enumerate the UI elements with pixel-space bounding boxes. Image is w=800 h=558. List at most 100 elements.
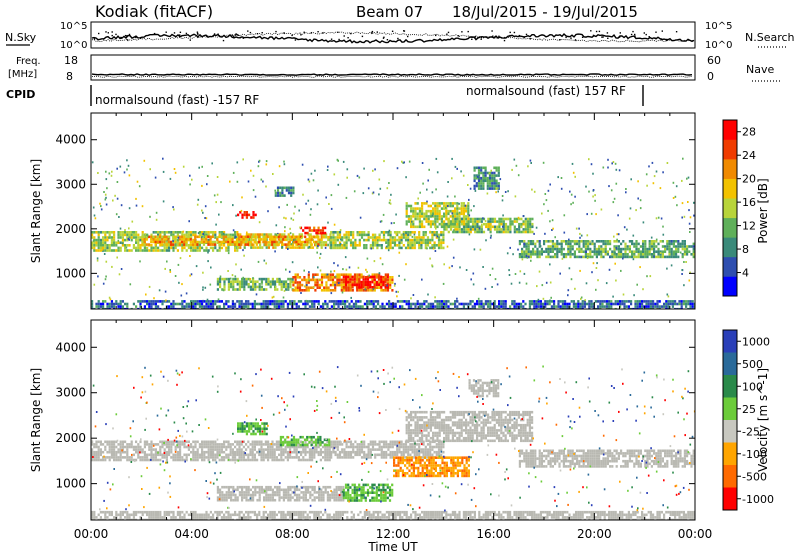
velocity-cell (98, 441, 100, 444)
power-speckle (633, 235, 635, 237)
power-cell (373, 303, 375, 306)
power-cell (666, 240, 668, 243)
power-cell (106, 244, 108, 247)
power-cell (684, 250, 686, 253)
power-cell (498, 218, 500, 221)
power-cell (418, 236, 420, 239)
power-cell (137, 234, 139, 237)
velocity-cell (181, 443, 183, 446)
power-cell (269, 238, 271, 241)
power-cell (321, 279, 323, 282)
power-cell (157, 305, 159, 308)
power-speckle (155, 177, 157, 179)
power-cell (387, 239, 389, 242)
power-cell (585, 248, 587, 251)
power-cell (387, 278, 389, 281)
velocity-cell (363, 454, 365, 457)
power-cell (487, 220, 489, 223)
power-cell (168, 249, 170, 252)
power-cell (282, 243, 284, 246)
power-cell (161, 241, 163, 244)
power-speckle (485, 220, 487, 222)
power-cell (443, 300, 445, 303)
power-cell (212, 300, 214, 303)
power-cell (490, 220, 492, 223)
power-cell (623, 303, 625, 306)
power-cell (313, 241, 315, 244)
power-cell (651, 243, 653, 246)
power-cell (677, 256, 679, 259)
power-cell (675, 253, 677, 256)
power-speckle (518, 217, 520, 219)
velocity-cell (183, 454, 185, 457)
velocity-cell (263, 456, 265, 459)
power-cell (146, 247, 148, 250)
velocity-cell (249, 443, 251, 446)
power-cell (686, 250, 688, 253)
power-cell (500, 300, 502, 303)
power-speckle (320, 270, 322, 272)
power-speckle (477, 176, 479, 178)
power-cell (441, 215, 443, 218)
power-cell (448, 218, 450, 221)
velocity-cell (245, 448, 247, 451)
power-cell (452, 226, 454, 229)
power-speckle (420, 239, 422, 241)
power-cell (589, 253, 591, 256)
power-cell (493, 180, 495, 183)
power-speckle (622, 258, 624, 260)
power-cell (319, 286, 321, 289)
power-cell (252, 286, 254, 289)
power-cell (249, 243, 251, 246)
velocity-cell (199, 446, 201, 449)
power-colorbar-tick-label: 12 (742, 220, 756, 233)
velocity-cell (311, 459, 313, 462)
power-cell (179, 231, 181, 234)
velocity-cell (285, 451, 287, 454)
power-speckle (688, 209, 690, 211)
power-cell (339, 273, 341, 276)
power-cell (354, 281, 356, 284)
power-cell (521, 250, 523, 253)
power-cell (434, 215, 436, 218)
power-cell (252, 280, 254, 283)
nsky-point (448, 32, 449, 33)
power-speckle (587, 234, 589, 236)
power-cell (234, 280, 236, 283)
power-cell (172, 231, 174, 234)
power-cell (348, 305, 350, 308)
power-cell (98, 247, 100, 250)
power-cell (678, 303, 680, 306)
power-cell (367, 281, 369, 284)
power-cell (190, 247, 192, 250)
power-cell (631, 253, 633, 256)
velocity-cell (117, 459, 119, 462)
velocity-cell (133, 454, 135, 457)
power-cell (633, 250, 635, 253)
power-cell (254, 280, 256, 283)
power-cell (370, 303, 372, 306)
power-cell (277, 189, 279, 192)
power-cell (377, 300, 379, 303)
power-cell (197, 247, 199, 250)
velocity-cell (236, 451, 238, 454)
power-cell (181, 247, 183, 250)
velocity-cell (326, 456, 328, 459)
power-speckle (502, 226, 504, 228)
power-cell (194, 231, 196, 234)
power-cell (489, 174, 491, 177)
power-speckle (470, 209, 472, 211)
power-cell (403, 236, 405, 239)
power-cell (406, 207, 408, 210)
velocity-cell (230, 446, 232, 449)
power-cell (157, 300, 159, 303)
power-cell (523, 220, 525, 223)
power-cell (442, 239, 444, 242)
velocity-cell (139, 456, 141, 459)
power-cell (363, 283, 365, 286)
power-cell (286, 187, 288, 190)
power-cell (545, 256, 547, 259)
power-cell (241, 214, 243, 217)
velocity-cell (175, 456, 177, 459)
power-cell (439, 303, 441, 306)
